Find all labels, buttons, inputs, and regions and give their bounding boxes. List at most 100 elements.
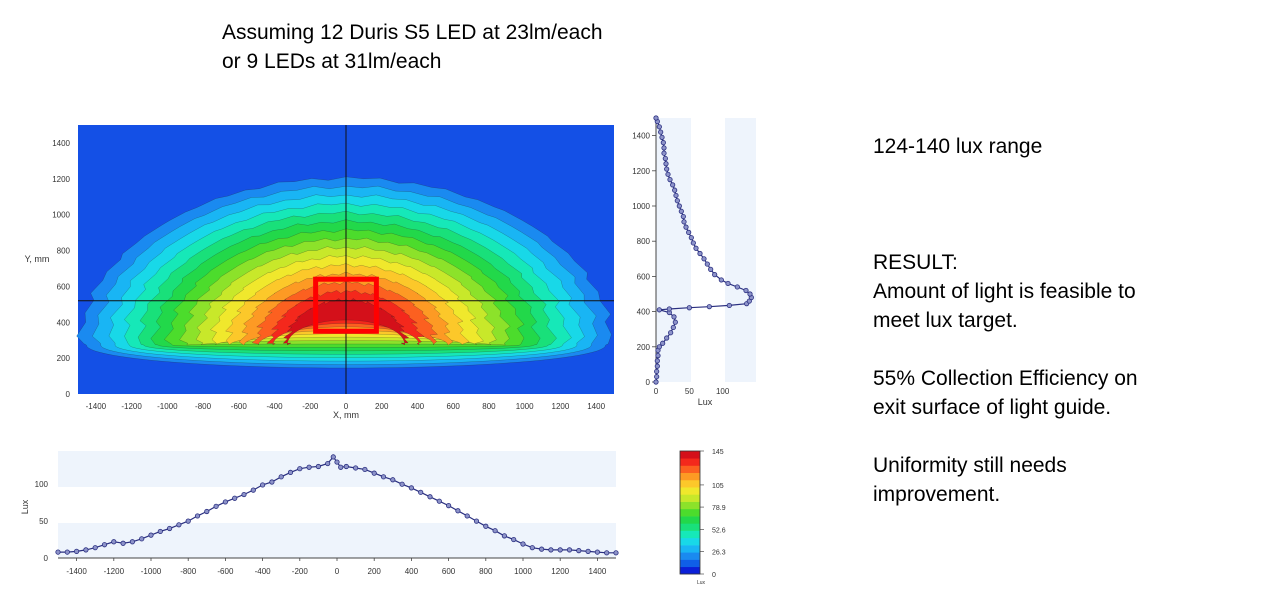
hprofile-band [58, 487, 616, 523]
colorbar-tick-label: 78.9 [712, 505, 726, 512]
hprofile-point [148, 532, 154, 538]
hprofile-point [55, 549, 61, 555]
hprofile-point [269, 479, 275, 485]
hprofile-point [222, 499, 228, 505]
result-line-1: Amount of light is feasible to [873, 280, 1136, 303]
vprofile-point [683, 224, 689, 230]
hprofile-point [418, 489, 424, 495]
vprofile-y-tick-label: 1400 [632, 132, 650, 141]
heatmap-x-axis-label: X, mm [333, 410, 359, 420]
hprofile-point [111, 539, 117, 545]
hprofile-point [511, 536, 517, 543]
vprofile-point [672, 319, 678, 325]
heatmap-y-tick-label: 800 [57, 247, 71, 256]
lux-colorbar: 145 105 78.9 52.6 26.3 0 Lux [679, 449, 726, 586]
hprofile-point [101, 542, 108, 548]
hprofile-point [576, 548, 582, 554]
hprofile-point [445, 503, 452, 509]
vprofile-point [653, 115, 659, 121]
hprofile-point [380, 474, 387, 480]
heatmap-y-tick-label: 0 [66, 390, 71, 399]
hprofile-point [330, 454, 336, 460]
hprofile-point [455, 508, 461, 514]
colorbar-ticks: 145 105 78.9 52.6 26.3 0 [700, 449, 726, 579]
vprofile-point [660, 340, 666, 346]
vprofile-point [672, 187, 678, 193]
colorbar-cells [680, 451, 700, 575]
heatmap-x-tick-label: 800 [482, 402, 496, 411]
hprofile-point [213, 503, 219, 509]
hprofile-point [604, 550, 610, 556]
vprofile-point [712, 272, 718, 278]
hprofile-x-tick-label: 200 [368, 567, 382, 576]
hprofile-point [232, 495, 238, 501]
vprofile-points [653, 115, 754, 385]
hprofile-x-tick-label: 1200 [551, 567, 569, 576]
hprofile-point [473, 518, 480, 524]
hprofile-point [343, 463, 349, 470]
vprofile-point [688, 235, 694, 241]
vprofile-y-tick-label: 400 [637, 308, 651, 317]
vprofile-point [656, 307, 662, 313]
vprofile-point [656, 124, 662, 130]
vprofile-point [661, 150, 667, 156]
colorbar-frame [679, 450, 701, 575]
vprofile-y-tick-label: 200 [637, 343, 651, 352]
vprofile-point [653, 379, 659, 385]
colorbar-tick-label: 145 [712, 449, 724, 456]
vprofile-point [681, 219, 687, 225]
vprofile-y-ticks: 0 200 400 600 800 1000 1200 1400 [632, 132, 656, 387]
vprofile-point [663, 161, 669, 167]
heatmap-x-tick-label: 1200 [552, 402, 570, 411]
vprofile-point [697, 250, 703, 257]
vprofile-point [659, 134, 665, 140]
hprofile-point [464, 513, 470, 519]
uniformity-line-1: Uniformity still needs [873, 454, 1067, 477]
hprofile-point [167, 525, 173, 532]
vprofile-point [654, 358, 660, 364]
hprofile-point [501, 533, 507, 539]
hprofile-x-tick-label: -400 [255, 567, 272, 576]
hprofile-point [566, 547, 573, 553]
heading-line-1: Assuming 12 Duris S5 LED at 23lm/each [222, 21, 603, 44]
hprofile-point [297, 466, 303, 472]
vprofile-point [686, 229, 692, 235]
hprofile-point [259, 482, 266, 488]
vertical-profile-chart: 0 200 400 600 800 1000 1200 1400 0 50 100 Lux [632, 115, 756, 407]
hprofile-point [250, 487, 256, 493]
colorbar-cell [680, 487, 700, 495]
colorbar-cell [680, 508, 700, 517]
vprofile-point [661, 145, 667, 151]
heatmap-x-tick-label: 1000 [516, 402, 534, 411]
result-title: RESULT: [873, 251, 958, 274]
hprofile-point [306, 464, 312, 470]
hprofile-point [492, 528, 498, 534]
vprofile-point [676, 203, 682, 209]
colorbar-unit-label: Lux [697, 580, 706, 586]
hprofile-point [594, 549, 601, 555]
vprofile-point [708, 266, 714, 272]
heatmap-x-ticks: -1400 -1200 -1000 -800 -600 -400 -200 0 200 400 60… [86, 402, 606, 411]
heatmap-x-tick-label: 200 [375, 402, 389, 411]
vprofile-point [726, 302, 732, 309]
target-region-box [313, 276, 379, 334]
vprofile-point [654, 363, 660, 369]
hprofile-point [613, 550, 619, 556]
hprofile-point [287, 469, 294, 475]
colorbar-cell [680, 530, 700, 539]
colorbar-cell [680, 552, 700, 560]
heatmap-y-tick-label: 200 [57, 354, 71, 363]
hprofile-x-tick-label: -600 [217, 567, 234, 576]
vprofile-point [725, 280, 731, 287]
vprofile-point [654, 368, 660, 375]
vprofile-x-ticks: 0 50 100 [654, 387, 730, 396]
notes-panel: 124-140 lux range RESULT: Amount of ligh… [873, 132, 1263, 509]
colorbar-cell [680, 516, 700, 524]
hprofile-point [334, 459, 340, 465]
vprofile-point [734, 284, 740, 290]
colorbar-cell [680, 494, 700, 502]
colorbar-cell [680, 465, 700, 474]
heatmap-y-tick-label: 1400 [52, 139, 70, 148]
vprofile-x-tick-label: 0 [654, 387, 659, 396]
vprofile-point [686, 305, 692, 311]
